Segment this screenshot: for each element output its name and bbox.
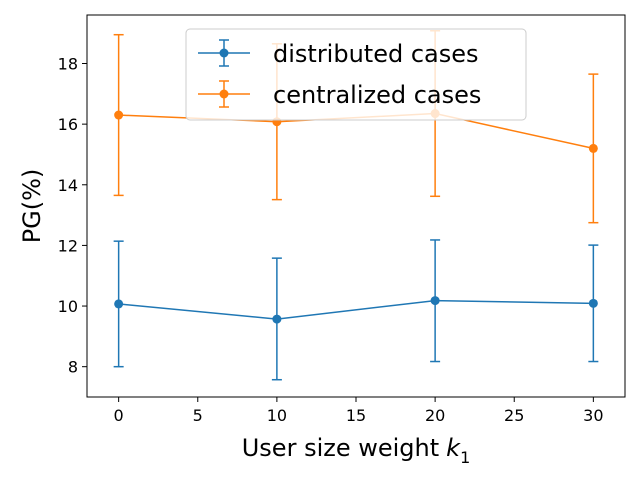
y-tick-label-5: 18 [58, 55, 78, 74]
legend: distributed cases centralized cases [185, 28, 527, 121]
legend-label-distributed: distributed cases [273, 40, 479, 68]
data-point-0-0 [114, 299, 124, 309]
data-point-1-3 [588, 143, 598, 153]
x-tick-label-3: 15 [346, 406, 366, 425]
legend-frame [185, 28, 527, 121]
x-axis-label: User size weight k1 [242, 434, 471, 467]
y-tick-label-1: 10 [58, 297, 78, 316]
y-tick-label-0: 8 [68, 358, 78, 377]
series-0 [113, 239, 599, 381]
y-axis-label: PG(%) [18, 169, 46, 244]
series-line-0 [118, 299, 594, 320]
x-tick-label-4: 20 [425, 406, 445, 425]
legend-label-centralized: centralized cases [273, 81, 481, 109]
x-axis-label-subscript: 1 [460, 448, 470, 467]
legend-marker-distributed [219, 48, 229, 58]
x-axis-label-text: User size weight [242, 434, 439, 462]
data-point-0-3 [588, 298, 598, 308]
x-tick-label-5: 25 [504, 406, 524, 425]
y-axis: 8 10 12 14 16 18 [58, 55, 87, 377]
x-tick-label-6: 30 [583, 406, 603, 425]
y-tick-label-2: 12 [58, 236, 78, 255]
data-point-0-1 [272, 314, 282, 324]
x-tick-label-1: 5 [193, 406, 203, 425]
data-point-1-0 [114, 110, 124, 120]
x-axis-label-symbol: k [446, 434, 461, 462]
y-tick-label-4: 16 [58, 115, 78, 134]
x-axis: 0 5 10 15 20 25 30 [114, 397, 604, 425]
y-tick-label-3: 14 [58, 176, 78, 195]
data-point-0-2 [430, 296, 440, 306]
x-tick-label-2: 10 [267, 406, 287, 425]
legend-marker-centralized [219, 89, 229, 99]
x-tick-label-0: 0 [114, 406, 124, 425]
